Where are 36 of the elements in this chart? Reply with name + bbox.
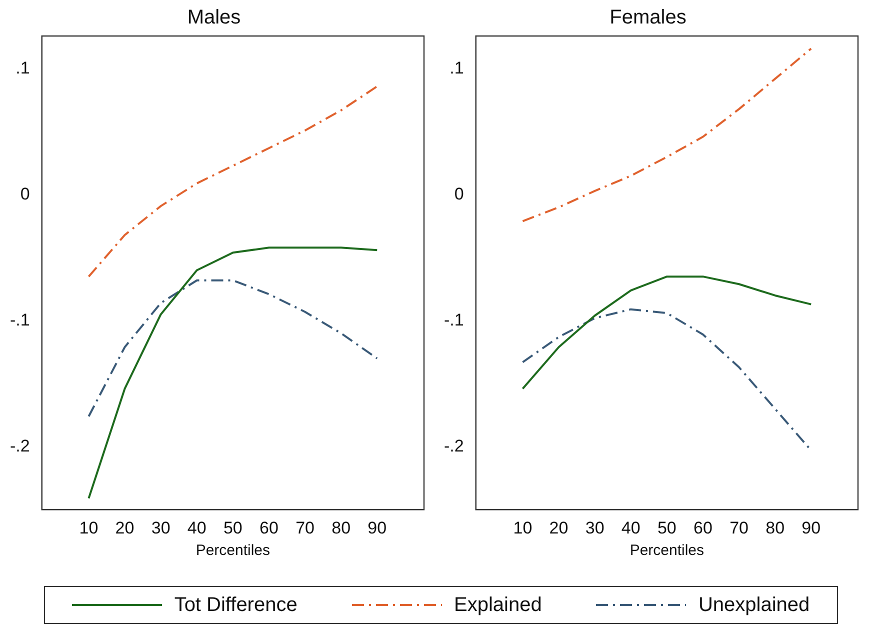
y-tick-label: .1: [16, 58, 30, 78]
x-tick-label: 40: [621, 518, 640, 538]
y-tick-label: -.2: [444, 436, 464, 456]
legend-label: Tot Difference: [174, 594, 298, 616]
chart-title: Females: [610, 6, 686, 29]
x-tick-label: 20: [549, 518, 568, 538]
x-tick-label: 10: [513, 518, 532, 538]
x-tick-label: 90: [368, 518, 387, 538]
x-tick-label: 30: [151, 518, 170, 538]
x-tick-label: 70: [296, 518, 314, 538]
line-series: [88, 279, 378, 418]
x-tick-label: 90: [802, 518, 821, 538]
y-tick-label: 0: [454, 184, 464, 204]
x-tick-label: 80: [766, 518, 785, 538]
legend-label: Explained: [454, 594, 542, 616]
x-tick-label: 50: [223, 518, 242, 538]
y-tick-label: .1: [450, 58, 464, 78]
y-tick-label: -.1: [10, 310, 30, 330]
x-tick-label: 10: [79, 518, 98, 538]
chart-title: Males: [187, 6, 241, 29]
x-tick-label: 60: [694, 518, 712, 538]
line-series: [522, 48, 812, 222]
y-tick-label: -.2: [10, 436, 30, 456]
legend-label: Unexplained: [698, 594, 810, 616]
x-tick-label: 20: [115, 518, 134, 538]
x-axis-title: Percentiles: [630, 542, 704, 560]
y-tick-label: 0: [20, 184, 30, 204]
line-series: [88, 85, 378, 278]
x-tick-label: 50: [657, 518, 676, 538]
x-tick-label: 70: [730, 518, 748, 538]
x-axis-title: Percentiles: [196, 542, 270, 560]
x-tick-label: 60: [260, 518, 278, 538]
x-tick-label: 30: [585, 518, 604, 538]
x-tick-label: 80: [332, 518, 351, 538]
y-tick-label: -.1: [444, 310, 464, 330]
x-tick-label: 40: [187, 518, 206, 538]
